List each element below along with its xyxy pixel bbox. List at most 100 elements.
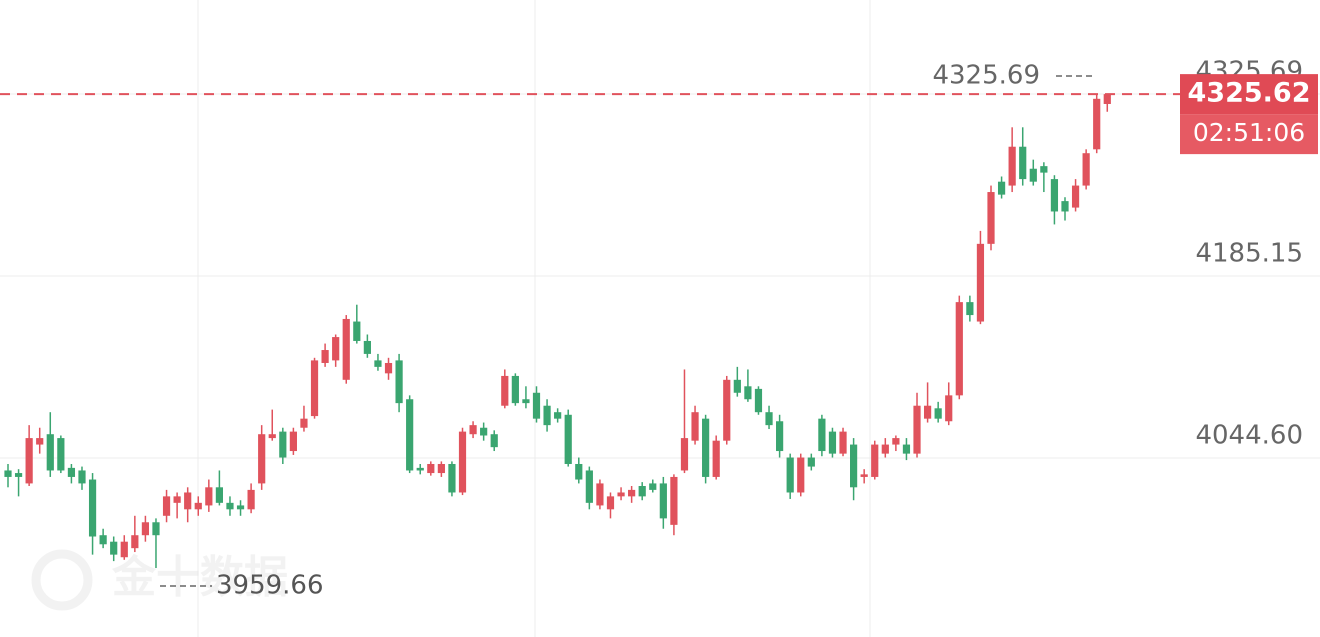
candle-body [744, 386, 752, 400]
candle-body [881, 444, 889, 454]
candle-body [173, 496, 181, 503]
candle-body [1061, 201, 1069, 212]
candle-body [797, 457, 805, 493]
candle-body [596, 483, 604, 506]
candle-body [236, 505, 245, 510]
candle-body [215, 487, 223, 503]
candle-body [617, 492, 625, 497]
candle-body [628, 489, 636, 497]
candle-body [923, 405, 932, 419]
candle-body [46, 434, 54, 471]
candle-body [36, 438, 44, 445]
candle-body [765, 412, 773, 426]
candle-body [469, 425, 477, 435]
candle-body [680, 438, 689, 471]
candle-body [828, 431, 837, 454]
candle-body [268, 434, 276, 439]
low-label: 3959.66 [216, 571, 324, 601]
candle-body [247, 489, 255, 510]
candle-body [205, 487, 213, 506]
candle-body [976, 243, 985, 322]
candle-body [406, 399, 414, 471]
candle-body [458, 431, 467, 493]
candle-body [839, 431, 847, 454]
candle-body [194, 502, 202, 510]
candle-body [14, 473, 23, 477]
candle-body [67, 467, 76, 477]
candle-body [384, 362, 393, 374]
candle-body [575, 463, 583, 480]
candle-body [723, 379, 731, 441]
candle-body [78, 470, 86, 484]
candle-body [501, 375, 509, 406]
candle-body [1050, 179, 1059, 212]
candle-body [131, 535, 139, 549]
candle-body [141, 522, 150, 536]
candle-body [892, 438, 900, 445]
candle-body [691, 412, 699, 441]
candle-body [733, 379, 741, 393]
candle-body [606, 496, 615, 510]
candle-body [871, 444, 879, 477]
candle-body [532, 392, 541, 419]
candle-body [490, 434, 498, 448]
candle-body [310, 360, 319, 417]
candle-body [110, 541, 118, 555]
watermark: 金十数据 [111, 552, 288, 603]
candle-body [934, 408, 942, 419]
candle-body [955, 302, 963, 396]
candle-body [1071, 185, 1080, 208]
candle-body [279, 431, 287, 458]
candle-body [511, 375, 519, 404]
countdown: 02:51:06 [1193, 118, 1305, 147]
candle-body [987, 192, 995, 244]
countdown-box [1180, 114, 1318, 155]
high-label: 4325.69 [932, 61, 1040, 91]
candle-body [786, 457, 794, 493]
candle-body [1082, 153, 1090, 186]
candle-body [1008, 146, 1016, 186]
candle-body [776, 421, 784, 452]
watermark-logo [31, 549, 93, 611]
candle-body [353, 321, 361, 341]
candle-body [522, 399, 530, 404]
candle-body [448, 463, 456, 493]
candle-body [649, 483, 657, 490]
candle-body [945, 395, 953, 422]
candle-body [437, 463, 445, 474]
candle-body [342, 318, 350, 380]
candle-body [554, 412, 562, 419]
candle-body [480, 427, 488, 436]
candle-body [162, 496, 171, 516]
candle-body [860, 474, 868, 477]
candle-body [57, 438, 65, 471]
candle-body [564, 414, 572, 464]
vertical-grid [197, 0, 871, 637]
candle-body [966, 302, 974, 316]
current-price: 4325.62 [1188, 78, 1311, 109]
candle-body [416, 467, 424, 471]
candle-body [1019, 146, 1027, 180]
candle-body [818, 418, 826, 452]
candle-body [4, 470, 12, 477]
candle-body [712, 440, 720, 477]
candle-body [913, 405, 921, 454]
candle-body [332, 337, 340, 361]
candle-body [374, 360, 382, 367]
watermark-group: 金十数据 [31, 549, 288, 611]
candle-body [99, 535, 107, 545]
candle-body [258, 434, 266, 484]
candle-body [902, 444, 911, 454]
candle-body [184, 492, 192, 510]
candle-body [289, 431, 297, 452]
candle-body [1093, 98, 1101, 150]
candle-body [120, 541, 128, 558]
candle-body [659, 483, 667, 519]
candle-body [300, 418, 308, 428]
candle-body [395, 360, 403, 404]
candle-body [1029, 168, 1037, 182]
candle-body [363, 340, 371, 354]
candle-body [702, 418, 710, 477]
